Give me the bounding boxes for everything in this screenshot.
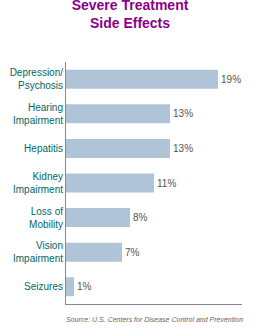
svg-text:HearingImpairment: HearingImpairment bbox=[13, 102, 63, 126]
svg-text:Source: U.S. Centers for Disea: Source: U.S. Centers for Disease Control… bbox=[66, 316, 243, 323]
svg-text:VisionImpairment: VisionImpairment bbox=[13, 240, 63, 264]
svg-text:13%: 13% bbox=[173, 143, 193, 154]
svg-text:7%: 7% bbox=[125, 247, 140, 258]
svg-text:Hepatitis: Hepatitis bbox=[24, 143, 63, 154]
svg-text:8%: 8% bbox=[133, 212, 148, 223]
svg-text:Depression/Psychosis: Depression/Psychosis bbox=[10, 67, 64, 91]
svg-text:KidneyImpairment: KidneyImpairment bbox=[13, 171, 63, 195]
svg-text:11%: 11% bbox=[157, 178, 176, 189]
svg-text:13%: 13% bbox=[173, 108, 193, 119]
svg-text:19%: 19% bbox=[221, 74, 241, 85]
svg-text:Loss ofMobility: Loss ofMobility bbox=[29, 206, 63, 230]
svg-text:1%: 1% bbox=[77, 281, 92, 292]
svg-text:Seizures: Seizures bbox=[24, 281, 63, 292]
svg-text:Severe TreatmentSide Effects: Severe TreatmentSide Effects bbox=[72, 0, 189, 31]
